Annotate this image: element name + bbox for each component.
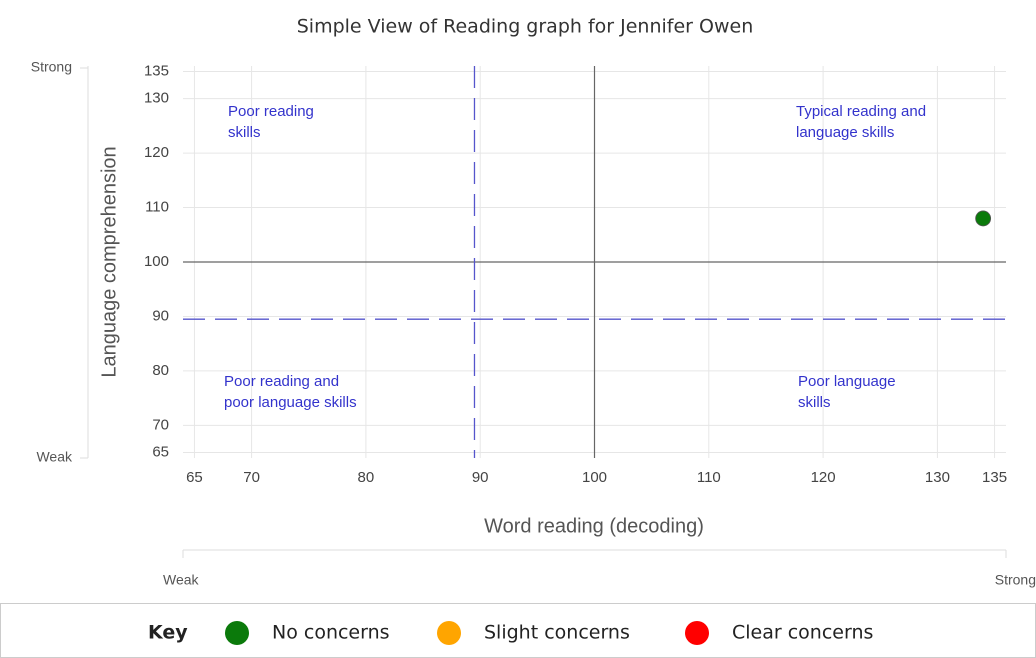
quadrant-label-line: language skills (796, 124, 894, 141)
quadrant-label-line: Poor language (798, 373, 896, 390)
y-scale-label: Strong (31, 59, 72, 75)
quadrant-label-line: Poor reading and (224, 373, 339, 390)
y-tick-label: 70 (152, 416, 169, 433)
quadrant-label: Poor reading skills (228, 103, 314, 141)
y-tick-label: 130 (144, 90, 169, 107)
x-tick-label: 110 (697, 469, 721, 486)
quadrant-label-line: Typical reading and (796, 103, 926, 120)
quadrant-label: Poor language skills (798, 373, 896, 411)
x-tick-label: 70 (243, 469, 260, 486)
x-tick-label: 120 (811, 469, 836, 486)
x-tick-label: 90 (472, 469, 489, 486)
x-tick-label: 135 (982, 469, 1007, 486)
quadrant-label: Typical reading and language skills (796, 103, 926, 141)
legend-label: Clear concerns (732, 622, 873, 644)
y-tick-label: 90 (152, 307, 169, 324)
y-scale-label: Weak (36, 449, 73, 465)
x-tick-label: 65 (186, 469, 203, 486)
y-tick-label: 120 (144, 144, 169, 161)
x-tick-label: 130 (925, 469, 950, 486)
data-point (975, 210, 992, 227)
quadrant-label-line: poor language skills (224, 394, 357, 411)
legend-label: No concerns (272, 622, 390, 644)
x-scale-label: Strong (995, 572, 1036, 588)
quadrant-label-line: skills (798, 394, 831, 411)
legend-box (0, 603, 1036, 658)
x-scale-label: Weak (163, 572, 200, 588)
legend-swatch (685, 621, 709, 645)
y-tick-label: 100 (144, 253, 169, 270)
x-axis-title: Word reading (decoding) (484, 515, 704, 537)
quadrant-label: Poor reading and poor language skills (224, 373, 357, 411)
legend-label: Slight concerns (484, 622, 630, 644)
quadrant-label-line: skills (228, 124, 261, 141)
quadrant-label-line: Poor reading (228, 103, 314, 120)
y-tick-label: 110 (145, 199, 169, 216)
legend-title: Key (148, 622, 188, 644)
x-tick-label: 80 (358, 469, 375, 486)
legend-swatch (437, 621, 461, 645)
y-axis-title: Language comprehension (98, 146, 120, 377)
legend-swatch (225, 621, 249, 645)
x-tick-label: 100 (582, 469, 607, 486)
chart-title: Simple View of Reading graph for Jennife… (297, 16, 754, 38)
y-tick-label: 80 (152, 362, 169, 379)
y-tick-label: 135 (144, 62, 169, 79)
y-tick-label: 65 (152, 444, 169, 461)
